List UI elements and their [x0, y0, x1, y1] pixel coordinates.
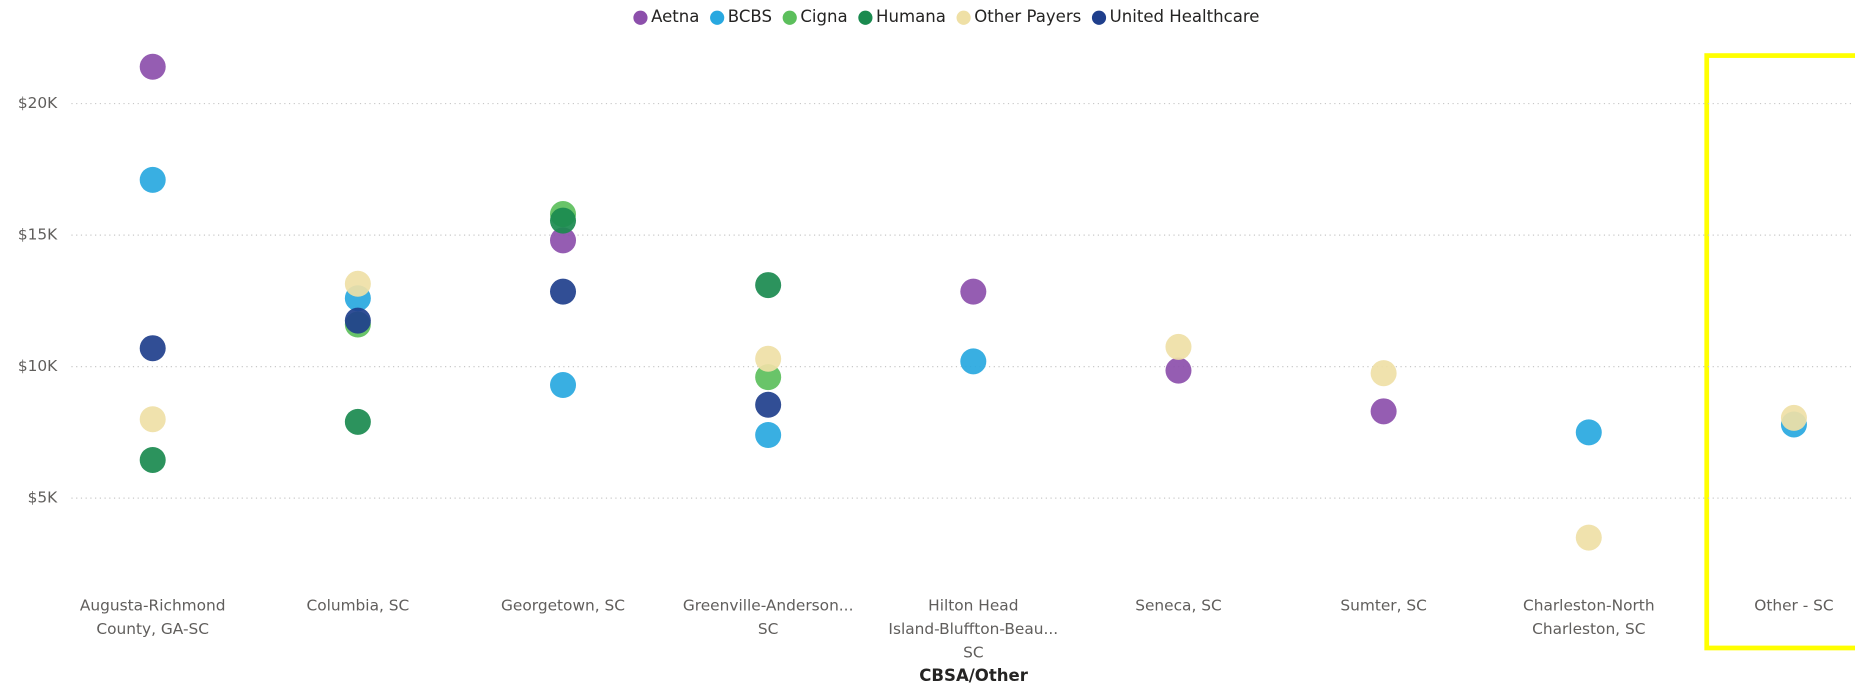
x-tick-label: Georgetown, SC: [501, 596, 625, 614]
legend-swatch: [782, 10, 797, 25]
legend-swatch: [710, 10, 725, 25]
x-tick-label: Hilton Head Island-Bluffton-Beau... SC: [888, 596, 1058, 661]
data-point: [960, 348, 987, 375]
legend: Aetna BCBS Cigna Humana Other Payers United H…: [633, 7, 1259, 26]
legend-label: Other Payers: [974, 7, 1081, 26]
x-tick-label: Columbia, SC: [306, 596, 409, 614]
data-point: [755, 345, 782, 372]
x-tick-label: Augusta-Richmond County, GA-SC: [80, 596, 226, 638]
legend-label: Aetna: [651, 7, 699, 26]
data-point: [139, 53, 166, 80]
legend-swatch: [1091, 10, 1107, 25]
x-tick-label: Sumter, SC: [1340, 596, 1426, 614]
legend-swatch: [633, 10, 648, 25]
x-tick-label: Seneca, SC: [1135, 596, 1221, 614]
legend-label: Humana: [876, 7, 946, 26]
data-point: [139, 166, 166, 193]
data-point: [550, 278, 577, 305]
highlight-box: [1704, 53, 1855, 651]
legend-item: Other Payers: [956, 7, 1081, 26]
data-point: [1370, 398, 1397, 425]
x-tick-label: Other - SC: [1754, 596, 1833, 614]
x-tick-label: Greenville-Anderson... SC: [683, 596, 854, 638]
data-point: [1575, 419, 1602, 446]
data-point: [755, 421, 782, 449]
data-point: [755, 391, 782, 418]
x-tick-label: Charleston-North Charleston, SC: [1523, 596, 1655, 638]
legend-label: United Healthcare: [1110, 7, 1260, 26]
data-point: [1780, 404, 1807, 431]
legend-swatch: [956, 10, 971, 25]
data-point: [1370, 360, 1397, 387]
y-tick-label: $15K: [18, 226, 58, 244]
data-point: [755, 364, 782, 391]
legend-label: Cigna: [800, 7, 847, 26]
legend-item: Aetna: [633, 7, 699, 26]
legend-label: BCBS: [728, 7, 772, 26]
legend-item: Humana: [858, 7, 946, 26]
y-tick-label: $10K: [18, 357, 58, 375]
legend-item: Cigna: [782, 7, 848, 26]
data-point: [344, 408, 371, 435]
data-point: [550, 227, 577, 254]
legend-item: United Healthcare: [1091, 7, 1260, 26]
data-point: [139, 446, 166, 473]
data-point: [139, 406, 166, 433]
legend-item: BCBS: [710, 7, 772, 26]
y-tick-label: $20K: [18, 94, 58, 112]
data-point: [550, 207, 577, 234]
data-point: [960, 278, 987, 305]
data-point: [550, 372, 577, 399]
x-axis-title: CBSA/Other: [919, 666, 1029, 685]
data-point: [1165, 357, 1192, 384]
data-point: [139, 335, 166, 362]
data-point: [755, 272, 782, 299]
data-point: [344, 270, 371, 297]
legend-swatch: [858, 10, 873, 25]
y-tick-label: $5K: [28, 489, 59, 507]
data-point: [1575, 524, 1602, 551]
data-point: [1165, 333, 1192, 360]
data-point: [344, 307, 371, 334]
